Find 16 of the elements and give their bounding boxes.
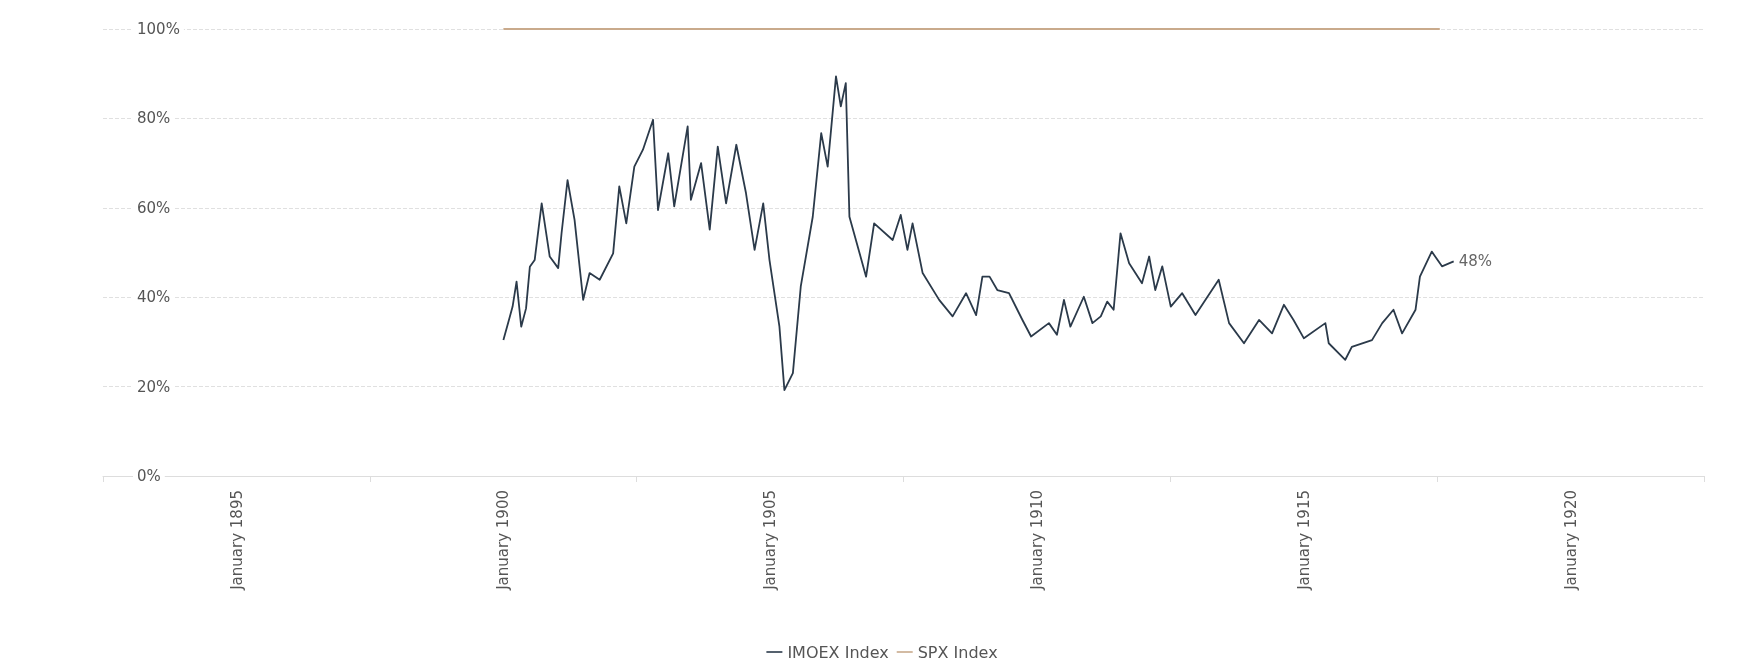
x-tick-label: January 1915	[1294, 490, 1313, 591]
x-tick-label: January 1905	[761, 490, 780, 591]
data-label: 48%	[1458, 252, 1493, 271]
line-series	[502, 75, 1455, 392]
y-tick-label: 20%	[137, 377, 171, 396]
x-tick-label: January 1900	[494, 490, 513, 591]
y-tick-label: 60%	[137, 198, 171, 217]
legend-label: IMOEX Index	[787, 642, 889, 662]
legend-label: SPX Index	[917, 642, 998, 662]
y-tick-label: 40%	[137, 288, 171, 307]
x-tick-label: January 1920	[1561, 490, 1580, 591]
y-tick-label: 0%	[137, 467, 161, 485]
y-tick-label: 80%	[137, 109, 171, 128]
x-tick-label: January 1895	[227, 490, 246, 591]
y-tick-label: 100%	[137, 20, 180, 38]
x-tick-label: January 1910	[1028, 490, 1047, 591]
